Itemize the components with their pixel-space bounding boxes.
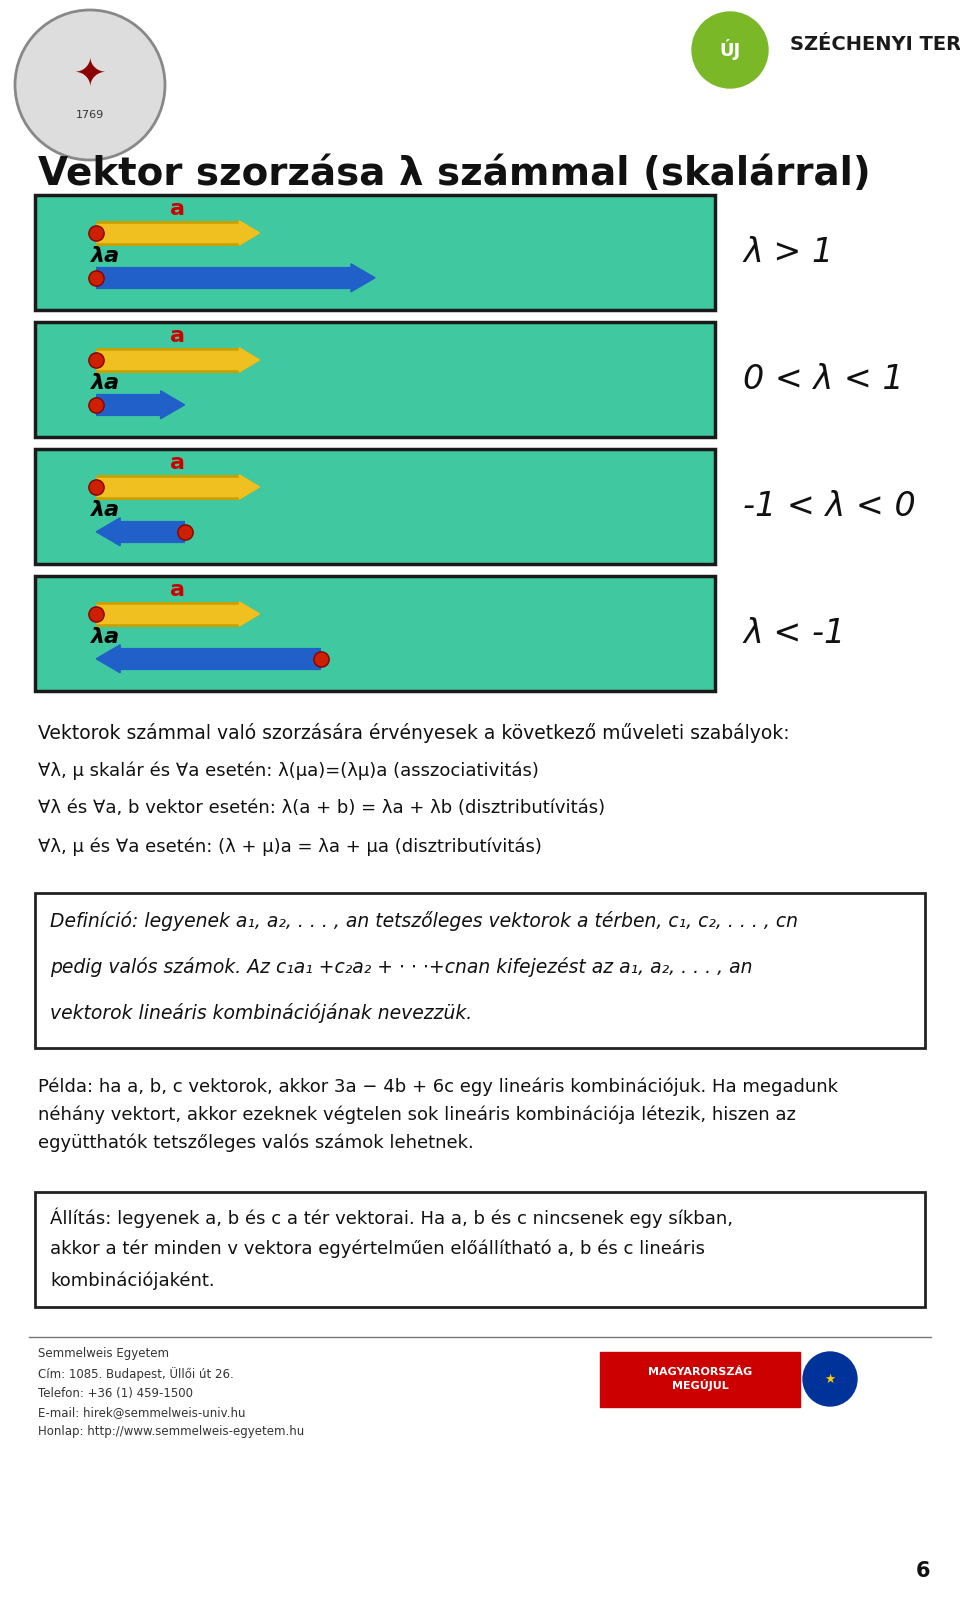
Polygon shape	[239, 601, 259, 625]
Text: 0 < λ < 1: 0 < λ < 1	[743, 363, 903, 397]
Text: Példa: ha a, b, c vektorok, akkor 3a − 4b + 6c egy lineáris kombinációjuk. Ha me: Példa: ha a, b, c vektorok, akkor 3a − 4…	[38, 1078, 838, 1097]
Polygon shape	[239, 221, 259, 245]
Bar	[35, 576, 715, 691]
Text: λa: λa	[90, 500, 120, 520]
Bar	[35, 195, 715, 310]
Text: ∀λ, μ és ∀a esetén: (λ + μ)a = λa + μa (disztributívitás): ∀λ, μ és ∀a esetén: (λ + μ)a = λa + μa (…	[38, 836, 541, 855]
Text: vektorok lineáris kombinációjának nevezzük.: vektorok lineáris kombinációjának nevezz…	[50, 1003, 472, 1023]
Text: 6: 6	[916, 1561, 930, 1581]
Text: a: a	[170, 453, 185, 473]
Text: a: a	[170, 580, 185, 600]
Text: λ < -1: λ < -1	[743, 617, 845, 651]
Text: Definíció: legyenek a₁, a₂, . . . , an tetszőleges vektorok a térben, c₁, c₂, . : Definíció: legyenek a₁, a₂, . . . , an t…	[50, 911, 798, 931]
Text: ✦: ✦	[74, 56, 107, 94]
Text: λa: λa	[90, 627, 120, 648]
Polygon shape	[96, 644, 120, 673]
Circle shape	[15, 10, 165, 160]
Bar	[35, 892, 925, 1047]
Text: λa: λa	[90, 246, 120, 265]
Text: -1 < λ < 0: -1 < λ < 0	[743, 489, 916, 523]
Polygon shape	[239, 475, 259, 499]
Bar	[35, 449, 715, 564]
Text: Semmelweis Egyetem
Cím: 1085. Budapest, Üllői út 26.
Telefon: +36 (1) 459-1500
E: Semmelweis Egyetem Cím: 1085. Budapest, …	[38, 1346, 304, 1438]
Bar	[35, 321, 715, 437]
Text: a: a	[170, 198, 185, 219]
Text: kombinációjaként.: kombinációjaként.	[50, 1271, 215, 1289]
Text: λ > 1: λ > 1	[743, 237, 833, 269]
Text: akkor a tér minden v vektora egyértelműen előállítható a, b és c lineáris: akkor a tér minden v vektora egyértelműe…	[50, 1239, 705, 1257]
Bar	[35, 1191, 925, 1306]
Polygon shape	[351, 264, 375, 291]
Text: λa: λa	[90, 373, 120, 393]
Polygon shape	[239, 349, 259, 373]
Circle shape	[803, 1353, 857, 1406]
Text: néhány vektort, akkor ezeknek végtelen sok lineáris kombinációja létezik, hiszen: néhány vektort, akkor ezeknek végtelen s…	[38, 1107, 796, 1124]
Text: SZÉCHENYI TERV: SZÉCHENYI TERV	[790, 35, 960, 54]
Text: a: a	[170, 326, 185, 345]
Circle shape	[692, 13, 768, 88]
Text: ∀λ és ∀a, b vektor esetén: λ(a + b) = λa + λb (disztributívitás): ∀λ és ∀a, b vektor esetén: λ(a + b) = λa…	[38, 800, 605, 817]
Polygon shape	[239, 349, 259, 373]
Polygon shape	[96, 518, 120, 545]
Bar	[600, 1353, 800, 1407]
Polygon shape	[239, 475, 259, 499]
Text: Vektorok számmal való szorzására érvényesek a következő műveleti szabályok:: Vektorok számmal való szorzására érvénye…	[38, 723, 790, 744]
Polygon shape	[160, 390, 184, 419]
Text: Vektor szorzása λ számmal (skalárral): Vektor szorzása λ számmal (skalárral)	[38, 155, 871, 193]
Text: ∀λ, μ skalár és ∀a esetén: λ(μa)=(λμ)a (asszociativitás): ∀λ, μ skalár és ∀a esetén: λ(μa)=(λμ)a (…	[38, 761, 539, 779]
Polygon shape	[239, 601, 259, 625]
Text: együtthatók tetszőleges valós számok lehetnek.: együtthatók tetszőleges valós számok leh…	[38, 1134, 473, 1153]
Text: ★: ★	[825, 1372, 835, 1385]
Text: Állítás: legyenek a, b és c a tér vektorai. Ha a, b és c nincsenek egy síkban,: Állítás: legyenek a, b és c a tér vektor…	[50, 1207, 733, 1228]
Text: pedig valós számok. Az c₁a₁ +c₂a₂ + ⋅ ⋅ ⋅+cnan kifejezést az a₁, a₂, . . . , an: pedig valós számok. Az c₁a₁ +c₂a₂ + ⋅ ⋅ …	[50, 956, 753, 977]
Polygon shape	[239, 221, 259, 245]
Text: 1769: 1769	[76, 110, 104, 120]
Text: MAGYARORSZÁG
MEGÚJUL: MAGYARORSZÁG MEGÚJUL	[648, 1367, 752, 1391]
Text: ÚJ: ÚJ	[719, 40, 740, 61]
